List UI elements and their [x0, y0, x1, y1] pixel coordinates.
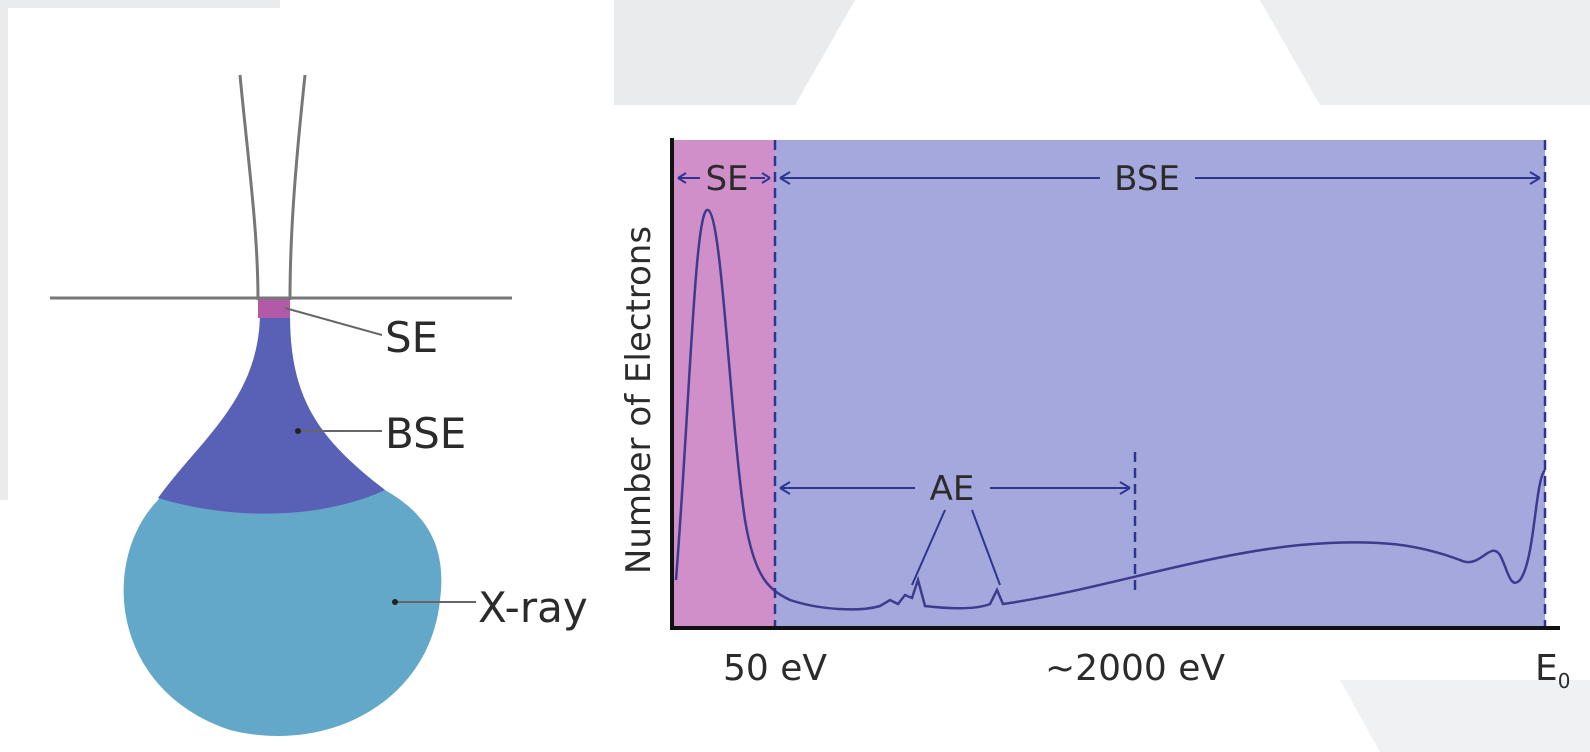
bse-volume: [158, 316, 385, 514]
se-region: [672, 140, 775, 628]
arrow: [779, 481, 1131, 495]
x-tick-label: ~2000 eV: [1045, 648, 1225, 689]
x-end-label: E0: [1535, 648, 1570, 693]
beam: [238, 74, 307, 301]
bg-shape: [1260, 0, 1590, 105]
spectrum: SE BSE AE Number of Electrons 50 eV ~200…: [619, 138, 1570, 693]
dot: [295, 428, 301, 434]
y-axis-label: Number of Electrons: [619, 226, 659, 574]
spectrum-curve: [674, 208, 1547, 611]
label: SE: [385, 313, 438, 362]
region-label: BSE: [1114, 159, 1180, 199]
interaction-volume: SE BSE X-ray: [50, 74, 588, 737]
dot: [392, 599, 398, 605]
x-ray-volume: [123, 316, 442, 737]
label: X-ray: [478, 583, 588, 632]
x-end-subscript: 0: [1558, 669, 1571, 693]
arrow: [677, 172, 771, 184]
bg-shape: [0, 0, 1590, 105]
region-label: AE: [930, 469, 975, 509]
se-volume: [258, 298, 290, 318]
bg-shape: [1340, 680, 1590, 752]
label: BSE: [385, 409, 466, 458]
x-end-base: E: [1535, 648, 1558, 689]
region-label: SE: [705, 159, 748, 199]
ae-pointer: [911, 509, 1001, 586]
bse-region: [775, 140, 1545, 628]
x-tick-label: 50 eV: [723, 648, 827, 689]
arrow: [779, 171, 1541, 185]
leader: [284, 307, 383, 336]
